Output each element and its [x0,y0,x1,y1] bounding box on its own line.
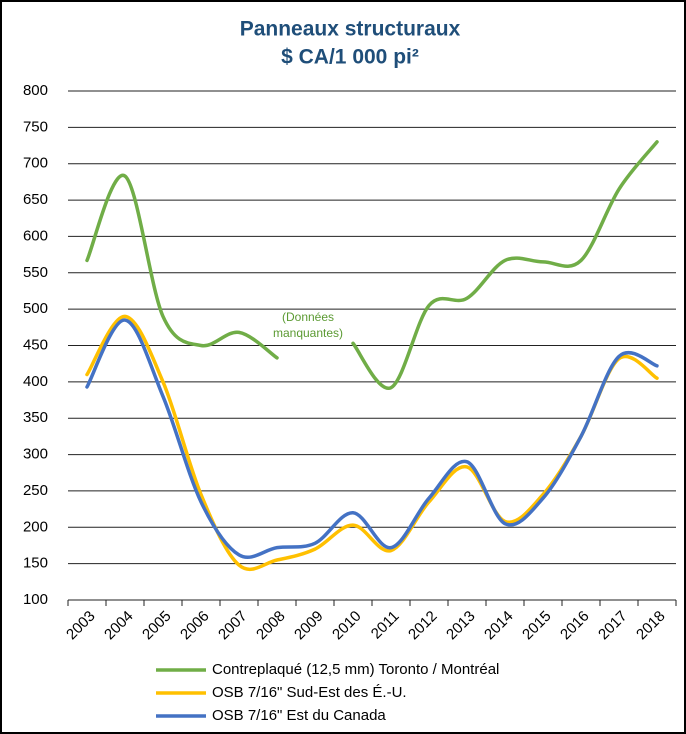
y-tick-label: 700 [23,155,48,172]
annotation: (Données [282,310,334,324]
chart-subtitle: $ CA/1 000 pi² [281,46,419,69]
line-series [85,318,659,560]
legend-label: OSB 7/16" Sud-Est des É.-U. [212,684,407,701]
y-tick-label: 750 [23,118,48,135]
y-tick-label: 550 [23,264,48,281]
chart-title: Panneaux structuraux [240,18,461,41]
y-tick-label: 400 [23,373,48,390]
y-tick-label: 100 [23,591,48,608]
y-tick-label: 500 [23,300,48,317]
y-tick-label: 250 [23,482,48,499]
y-tick-label: 800 [23,82,48,99]
y-tick-label: 150 [23,555,48,572]
y-tick-label: 350 [23,409,48,426]
y-tick-label: 600 [23,227,48,244]
y-tick-label: 650 [23,191,48,208]
y-tick-label: 300 [23,446,48,463]
y-tick-label: 450 [23,336,48,353]
legend-label: OSB 7/16" Est du Canada [212,707,386,724]
y-tick-label: 200 [23,518,48,535]
legend-label: Contreplaqué (12,5 mm) Toronto / Montréa… [212,661,499,678]
annotation: manquantes) [273,326,343,340]
line-series [85,140,659,390]
